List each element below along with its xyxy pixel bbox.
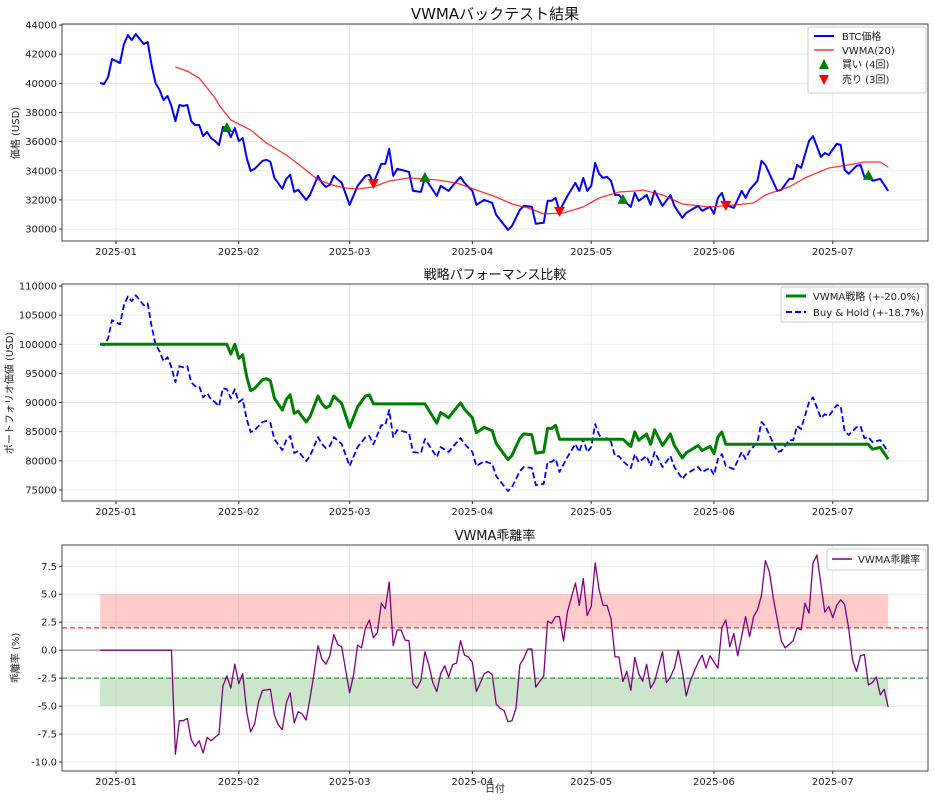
legend-label-buy: 買い (4回) (842, 59, 889, 71)
legend-label-deviation: VWMA乖離率 (858, 553, 920, 566)
y-tick-label: -10.0 (31, 758, 57, 769)
x-tick-label: 2025-01 (95, 507, 137, 518)
x-tick-label: 2025-01 (95, 247, 137, 258)
plot-panel-3: -10.0 -7.5 -5.0 -2.5 0.0 2.5 5.0 7.5 2025-01 2025… (31, 544, 929, 788)
x-tick-label: 2025-05 (570, 507, 612, 518)
y-tick-label: 2.5 (41, 618, 57, 629)
y-tick-label: 30000 (25, 225, 57, 236)
btc-price-line (99, 33, 890, 231)
x-tick-label: 2025-03 (329, 247, 371, 258)
legend-deviation: VWMA乖離率 (826, 548, 927, 571)
legend-performance: VWMA戦略 (+-20.0%) Buy & Hold (+-18.7%) (780, 286, 927, 323)
y-tick-label: 42000 (25, 50, 57, 61)
x-tick-label: 2025-06 (693, 777, 735, 788)
y-tick-label: -2.5 (37, 674, 57, 685)
x-tick-label: 2025-04 (452, 777, 494, 788)
chart-title-backtest: VWMAバックテスト結果 (411, 5, 579, 23)
y-tick-label: 5.0 (41, 590, 57, 601)
y-tick-label: 7.5 (41, 562, 57, 573)
x-tick-label: 2025-02 (218, 507, 260, 518)
buy-signal-marker (419, 171, 431, 182)
y-tick-label: 38000 (25, 108, 57, 119)
y-axis-label-portfolio: ポートフォリオ価値 (USD) (3, 332, 16, 454)
x-tick-label: 2025-05 (570, 247, 612, 258)
y-axis-label-price: 価格 (USD) (9, 107, 22, 159)
x-tick-label: 2025-04 (452, 507, 494, 518)
legend-label-vwma: VWMA(20) (842, 46, 895, 57)
deviation-line (100, 554, 889, 755)
legend-label-btc: BTC価格 (842, 30, 881, 43)
chart-title-deviation: VWMA乖離率 (455, 528, 536, 544)
x-tick-label: 2025-02 (218, 777, 260, 788)
x-tick-label: 2025-05 (570, 777, 612, 788)
y-tick-label: 105000 (19, 311, 57, 322)
sell-signal-marker (554, 206, 566, 217)
legend-label-strategy: VWMA戦略 (+-20.0%) (813, 290, 920, 303)
threshold-band (100, 594, 889, 628)
x-tick-label: 2025-06 (693, 247, 735, 258)
x-tick-label: 2025-01 (95, 777, 137, 788)
y-tick-label: 90000 (25, 398, 57, 409)
legend-backtest: BTC価格 VWMA(20) 買い (4回) 売り (3回) (807, 26, 927, 94)
buy-signal-marker (862, 169, 874, 180)
chart-title-performance: 戦略パフォーマンス比較 (424, 267, 567, 283)
x-tick-label: 2025-07 (812, 777, 854, 788)
x-axis-label-date: 日付 (485, 782, 505, 795)
y-tick-label: 85000 (25, 427, 57, 438)
y-tick-label: -7.5 (37, 730, 57, 741)
y-tick-label: 0.0 (41, 646, 57, 657)
y-tick-label: 40000 (25, 79, 57, 90)
legend-label-buyhold: Buy & Hold (+-18.7%) (813, 308, 924, 319)
x-tick-label: 2025-03 (329, 507, 371, 518)
legend-sell-triangle-icon (819, 75, 829, 85)
vwma-strategy-line (100, 342, 890, 462)
plot-frame (61, 23, 929, 242)
plot-frame (61, 283, 929, 502)
buy-signal-marker (221, 122, 233, 133)
y-tick-label: 100000 (19, 340, 57, 351)
y-tick-label: 36000 (25, 137, 57, 148)
x-tick-label: 2025-04 (452, 247, 494, 258)
x-tick-label: 2025-06 (693, 507, 735, 518)
legend-buy-triangle-icon (819, 59, 829, 69)
y-tick-label: 110000 (19, 281, 57, 292)
x-tick-label: 2025-03 (329, 777, 371, 788)
x-tick-label: 2025-07 (812, 247, 854, 258)
y-tick-label: 95000 (25, 369, 57, 380)
y-tick-label: -5.0 (37, 702, 57, 713)
buy-signal-marker (617, 193, 629, 204)
plot-frame (61, 544, 929, 772)
y-tick-label: 80000 (25, 456, 57, 467)
y-tick-label: 32000 (25, 195, 57, 206)
plot-panel-1: 30000 32000 34000 36000 38000 40000 42000 44000… (25, 21, 929, 258)
y-tick-label: 44000 (25, 21, 57, 32)
y-tick-label: 75000 (25, 485, 57, 496)
x-tick-label: 2025-07 (812, 507, 854, 518)
vwma-line (175, 66, 889, 215)
sell-signal-marker (720, 200, 732, 211)
x-tick-label: 2025-02 (218, 247, 260, 258)
sell-signal-marker (367, 179, 379, 190)
y-tick-label: 34000 (25, 166, 57, 177)
buy-and-hold-line (99, 294, 889, 493)
legend-label-sell: 売り (3回) (842, 73, 889, 86)
y-axis-label-deviation: 乖離率 (%) (9, 633, 22, 684)
